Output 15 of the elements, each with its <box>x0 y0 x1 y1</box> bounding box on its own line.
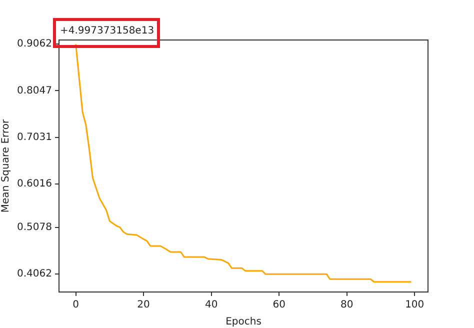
y-tick-label: 0.6016 <box>17 178 52 190</box>
x-axis-title: Epochs <box>226 316 262 328</box>
x-tick-label: 60 <box>272 300 286 311</box>
x-tick-label: 100 <box>405 300 424 311</box>
x-tick-label: 0 <box>72 300 79 311</box>
x-tick-label: 20 <box>137 300 150 311</box>
y-tick-label: 0.4062 <box>17 268 52 280</box>
x-tick-label: 80 <box>340 300 354 311</box>
y-tick-label: 0.9062 <box>17 38 52 50</box>
text: +4.997373158e13 <box>60 26 154 37</box>
y-tick-label: 0.5078 <box>17 222 52 233</box>
y-tick-label: 0.8047 <box>17 85 52 96</box>
y-tick-label: 0.7031 <box>17 132 52 144</box>
x-tick-label: 40 <box>204 300 218 311</box>
y-axis-title: Mean Square Error <box>0 118 12 213</box>
